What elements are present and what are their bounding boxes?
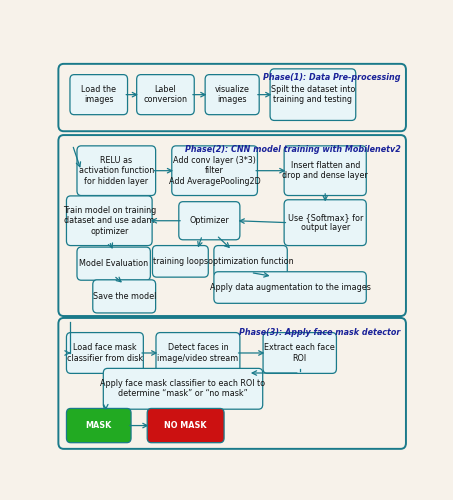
Text: Insert flatten and
drop and dense layer: Insert flatten and drop and dense layer xyxy=(282,161,368,180)
Text: Phase(1): Data Pre-processing: Phase(1): Data Pre-processing xyxy=(263,74,400,82)
Text: Spilt the dataset into
training and testing: Spilt the dataset into training and test… xyxy=(271,85,355,104)
FancyBboxPatch shape xyxy=(93,280,156,313)
FancyBboxPatch shape xyxy=(270,69,356,120)
FancyBboxPatch shape xyxy=(172,146,257,196)
Text: Phase(3): Apply face mask detector: Phase(3): Apply face mask detector xyxy=(239,328,400,336)
Text: training loops: training loops xyxy=(153,257,208,266)
FancyBboxPatch shape xyxy=(103,368,263,409)
Text: Load the
images: Load the images xyxy=(81,85,116,104)
FancyBboxPatch shape xyxy=(70,74,128,114)
FancyBboxPatch shape xyxy=(147,408,224,442)
Text: Load face mask
classifier from disk: Load face mask classifier from disk xyxy=(67,344,143,362)
Text: Use {Softmax} for
output layer: Use {Softmax} for output layer xyxy=(288,213,363,233)
FancyBboxPatch shape xyxy=(179,202,240,240)
FancyBboxPatch shape xyxy=(284,200,366,246)
Text: Apply face mask classifier to each ROI to
determine “mask” or “no mask”: Apply face mask classifier to each ROI t… xyxy=(101,379,265,398)
Text: Phase(2): CNN model training with Mobilenetv2: Phase(2): CNN model training with Mobile… xyxy=(185,144,400,154)
FancyBboxPatch shape xyxy=(153,246,208,277)
FancyBboxPatch shape xyxy=(263,332,337,374)
FancyBboxPatch shape xyxy=(284,146,366,196)
Text: Label
conversion: Label conversion xyxy=(144,85,188,104)
Text: Optimizer: Optimizer xyxy=(189,216,229,225)
FancyBboxPatch shape xyxy=(67,408,131,442)
FancyBboxPatch shape xyxy=(214,272,366,304)
Text: RELU as
activation function
for hidden layer: RELU as activation function for hidden l… xyxy=(79,156,154,186)
Text: NO MASK: NO MASK xyxy=(164,421,207,430)
Text: Train model on training
dataset and use adam
optimizer: Train model on training dataset and use … xyxy=(63,206,156,236)
FancyBboxPatch shape xyxy=(67,332,143,374)
Text: Apply data augmentation to the images: Apply data augmentation to the images xyxy=(210,283,371,292)
Text: Model Evaluation: Model Evaluation xyxy=(79,259,148,268)
Text: MASK: MASK xyxy=(86,421,112,430)
FancyBboxPatch shape xyxy=(77,247,150,280)
Text: Save the model: Save the model xyxy=(92,292,156,301)
Text: Add conv layer (3*3)
filter
Add AveragePooling2D: Add conv layer (3*3) filter Add AverageP… xyxy=(169,156,260,186)
Text: Detect faces in
image/video stream: Detect faces in image/video stream xyxy=(157,344,239,362)
FancyBboxPatch shape xyxy=(205,74,259,114)
Text: Extract each face
ROI: Extract each face ROI xyxy=(265,344,335,362)
Text: visualize
images: visualize images xyxy=(215,85,250,104)
FancyBboxPatch shape xyxy=(156,332,240,374)
FancyBboxPatch shape xyxy=(214,246,287,277)
FancyBboxPatch shape xyxy=(77,146,156,196)
FancyBboxPatch shape xyxy=(137,74,194,114)
Text: optimization function: optimization function xyxy=(208,257,294,266)
FancyBboxPatch shape xyxy=(67,196,152,246)
